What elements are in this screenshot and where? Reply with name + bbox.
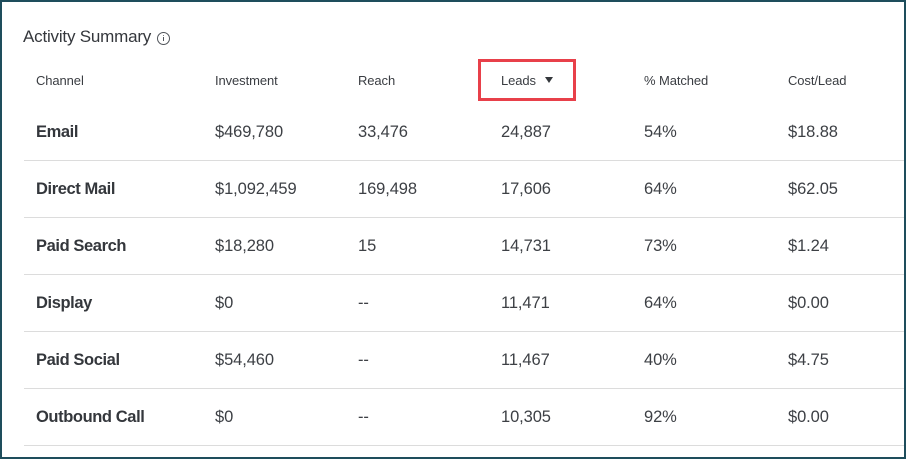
cell-leads: 10,305 xyxy=(501,408,551,426)
column-header-leads[interactable]: Leads xyxy=(501,73,553,88)
cell-matched: 54% xyxy=(644,123,677,141)
info-circle-icon[interactable] xyxy=(157,31,171,45)
caret-down-icon[interactable] xyxy=(544,77,553,83)
cell-matched: 92% xyxy=(644,408,677,426)
cell-reach: -- xyxy=(358,351,369,369)
cell-leads: 11,471 xyxy=(501,294,550,312)
table-row[interactable]: Outbound Call $0 -- 10,305 92% $0.00 xyxy=(24,389,904,446)
cell-channel: Outbound Call xyxy=(36,408,145,426)
cell-matched: 73% xyxy=(644,237,677,255)
table-row[interactable]: Direct Mail $1,092,459 169,498 17,606 64… xyxy=(24,161,904,218)
cell-channel: Display xyxy=(36,294,92,312)
cell-investment: $1,092,459 xyxy=(215,180,297,198)
activity-table: Channel Investment Reach Leads % Matched… xyxy=(24,59,904,446)
cell-reach: 15 xyxy=(358,237,377,255)
column-header-investment[interactable]: Investment xyxy=(215,73,278,88)
cell-cost-per-lead: $62.05 xyxy=(788,180,838,198)
highlight-box-leads xyxy=(478,59,576,101)
cell-leads: 14,731 xyxy=(501,237,551,255)
cell-cost-per-lead: $4.75 xyxy=(788,351,829,369)
cell-matched: 40% xyxy=(644,351,677,369)
cell-reach: 169,498 xyxy=(358,180,417,198)
table-row[interactable]: Display $0 -- 11,471 64% $0.00 xyxy=(24,275,904,332)
cell-channel: Paid Social xyxy=(36,351,120,369)
cell-investment: $0 xyxy=(215,294,234,312)
cell-matched: 64% xyxy=(644,294,677,312)
cell-matched: 64% xyxy=(644,180,677,198)
column-header-leads-label: Leads xyxy=(501,73,536,88)
column-header-matched[interactable]: % Matched xyxy=(644,73,709,88)
cell-channel: Email xyxy=(36,123,79,141)
cell-investment: $469,780 xyxy=(215,123,284,141)
cell-cost-per-lead: $1.24 xyxy=(788,237,829,255)
cell-investment: $54,460 xyxy=(215,351,274,369)
table-row[interactable]: Paid Social $54,460 -- 11,467 40% $4.75 xyxy=(24,332,904,389)
cell-cost-per-lead: $0.00 xyxy=(788,294,829,312)
column-header-reach[interactable]: Reach xyxy=(358,73,396,88)
cell-reach: -- xyxy=(358,294,369,312)
panel-header: Activity Summary xyxy=(23,27,171,47)
cell-leads: 24,887 xyxy=(501,123,551,141)
cell-cost-per-lead: $18.88 xyxy=(788,123,838,141)
column-header-channel[interactable]: Channel xyxy=(36,73,84,88)
panel-title: Activity Summary xyxy=(23,27,152,46)
cell-channel: Direct Mail xyxy=(36,180,116,198)
cell-investment: $18,280 xyxy=(215,237,274,255)
cell-reach: 33,476 xyxy=(358,123,408,141)
table-row[interactable]: Email $469,780 33,476 24,887 54% $18.88 xyxy=(24,104,904,161)
column-header-cost-per-lead[interactable]: Cost/Lead xyxy=(788,73,847,88)
table-header-row: Channel Investment Reach Leads % Matched… xyxy=(24,59,904,104)
cell-cost-per-lead: $0.00 xyxy=(788,408,829,426)
cell-leads: 11,467 xyxy=(501,351,550,369)
cell-reach: -- xyxy=(358,408,369,426)
cell-investment: $0 xyxy=(215,408,234,426)
cell-leads: 17,606 xyxy=(501,180,551,198)
cell-channel: Paid Search xyxy=(36,237,127,255)
table-row[interactable]: Paid Search $18,280 15 14,731 73% $1.24 xyxy=(24,218,904,275)
